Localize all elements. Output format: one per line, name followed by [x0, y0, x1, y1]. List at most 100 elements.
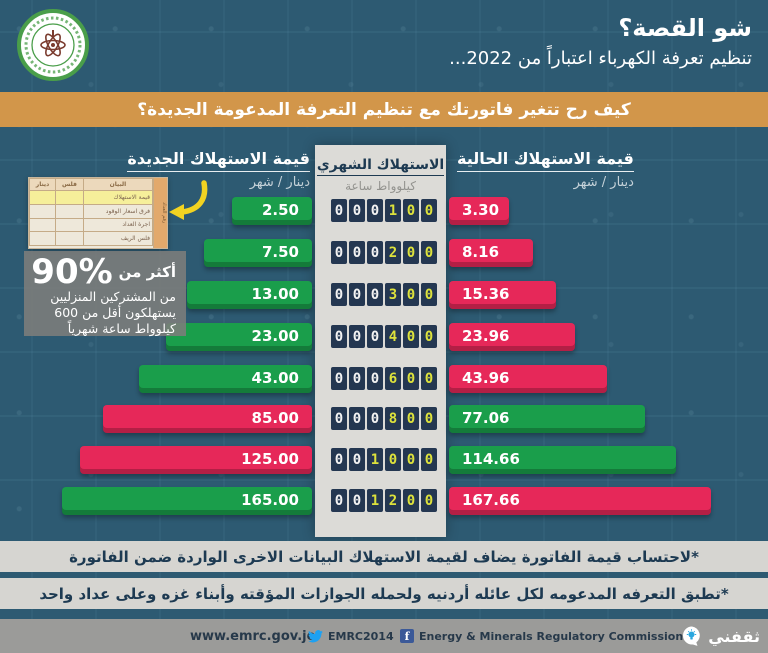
bill-col-header: البيان	[82, 178, 154, 191]
meter-digit: 0	[331, 241, 347, 264]
bill-col-header: فلس	[55, 178, 84, 191]
website-link[interactable]: www.emrc.gov.jo	[190, 628, 316, 644]
stat-line: كيلوواط ساعة شهرياً	[67, 321, 176, 336]
new-value-bar: 85.00	[103, 405, 312, 433]
atom-emblem	[40, 33, 66, 57]
stat-line: يستهلكون أقل من 600	[54, 305, 176, 320]
meter-digit: 0	[385, 448, 401, 471]
meter-digit: 4	[385, 325, 401, 348]
stat-value: 90%	[31, 252, 113, 292]
new-value-label: 165.00	[241, 491, 299, 509]
twitter-handle[interactable]: EMRC2014	[308, 630, 394, 643]
meter-digit: 0	[349, 283, 365, 306]
meter-digit: 0	[349, 325, 365, 348]
new-value-label: 13.00	[251, 285, 299, 303]
meter-digit: 0	[403, 407, 419, 430]
meter-digit: 0	[331, 448, 347, 471]
bill-row: فلس الريف	[29, 231, 154, 246]
meter-digit: 0	[349, 241, 365, 264]
new-value-bar: 165.00	[62, 487, 312, 515]
meter-digit: 2	[385, 489, 401, 512]
meter-digit: 0	[421, 241, 437, 264]
thaqafni-brand-text: ثقفني	[708, 626, 760, 646]
current-value-bar: 114.66	[449, 446, 676, 474]
meter-digit: 1	[367, 489, 383, 512]
current-value-label: 8.16	[462, 243, 500, 261]
current-value-bar: 167.66	[449, 487, 711, 515]
new-value-bar: 23.00	[166, 323, 312, 351]
meter-digit: 3	[385, 283, 401, 306]
current-value-label: 3.30	[462, 201, 500, 219]
monthly-column-title: الاستهلاك الشهري	[316, 157, 445, 176]
footnote-billing: *لاحتساب قيمة الفاتورة يضاف لقيمة الاسته…	[0, 541, 768, 572]
meter-digit: 0	[421, 199, 437, 222]
meter-digit: 8	[385, 407, 401, 430]
thaqafni-icon	[683, 626, 700, 646]
meter-digit: 0	[331, 283, 347, 306]
current-value-bar: 3.30	[449, 197, 509, 225]
bill-side-label: رقم العداد	[153, 178, 167, 248]
current-value-label: 15.36	[462, 285, 510, 303]
meter-digit: 0	[403, 241, 419, 264]
stat-headline: أكثر من 90%	[30, 255, 176, 289]
new-value-label: 43.00	[251, 369, 299, 387]
meter-digit: 0	[403, 325, 419, 348]
new-value-label: 23.00	[251, 327, 299, 345]
meter-digit: 0	[421, 448, 437, 471]
meter-digit: 2	[385, 241, 401, 264]
current-value-label: 114.66	[462, 450, 520, 468]
bill-row: قيمة الاستهلاك	[29, 190, 154, 205]
current-column-title: قيمة الاستهلاك الحالية	[457, 149, 634, 172]
page-title: شو القصة؟	[618, 14, 752, 42]
meter-digit: 0	[367, 241, 383, 264]
bill-table: البيان فلس دينار قيمة الاستهلاك فرق اسعار ا…	[29, 178, 154, 246]
current-value-bar: 15.36	[449, 281, 556, 309]
column-header-new: قيمة الاستهلاك الجديدة دينار / شهر	[127, 149, 310, 190]
new-value-bar: 7.50	[204, 239, 312, 267]
new-value-bar: 13.00	[187, 281, 312, 309]
stat-prefix: أكثر من	[118, 263, 176, 281]
meter-digit: 0	[403, 367, 419, 390]
facebook-page-text: Energy & Minerals Regulatory Commission	[419, 629, 684, 643]
meter-digit: 0	[331, 489, 347, 512]
bill-row: فرق اسعار الوقود	[29, 203, 154, 219]
meter-digit: 0	[367, 199, 383, 222]
bill-row: اجرة العداد	[29, 217, 154, 233]
footnote-eligibility: *تطبق التعرفه المدعومه لكل عائله أردنيه …	[0, 578, 768, 609]
stat-box: أكثر من 90% من المشتركين المنزليين يستهل…	[24, 251, 186, 336]
current-value-label: 77.06	[462, 409, 510, 427]
facebook-page[interactable]: f Energy & Minerals Regulatory Commissio…	[400, 629, 683, 643]
current-value-bar: 43.96	[449, 365, 607, 393]
meter-digit: 0	[349, 489, 365, 512]
meter-digit: 0	[403, 283, 419, 306]
meter-digit: 0	[421, 283, 437, 306]
current-value-bar: 23.96	[449, 323, 575, 351]
meter-digit: 0	[349, 448, 365, 471]
current-value-label: 167.66	[462, 491, 520, 509]
thaqafni-brand: ثقفني	[681, 626, 760, 646]
footer-bar: www.emrc.gov.jo EMRC2014 f Energy & Mine…	[0, 619, 768, 653]
meter-digit: 0	[403, 448, 419, 471]
column-header-monthly: الاستهلاك الشهري كيلوواط ساعة	[315, 145, 446, 193]
meter-digit: 0	[367, 283, 383, 306]
monthly-column-unit: كيلوواط ساعة	[345, 179, 416, 193]
meter-digit: 0	[421, 367, 437, 390]
new-value-label: 7.50	[261, 243, 299, 261]
meter-digit: 1	[385, 199, 401, 222]
twitter-handle-text: EMRC2014	[328, 629, 394, 643]
header-titles: شو القصة؟ تنظيم تعرفة الكهرباء اعتباراً …	[449, 14, 752, 69]
meter-digit: 0	[403, 489, 419, 512]
meter-digit: 0	[331, 367, 347, 390]
